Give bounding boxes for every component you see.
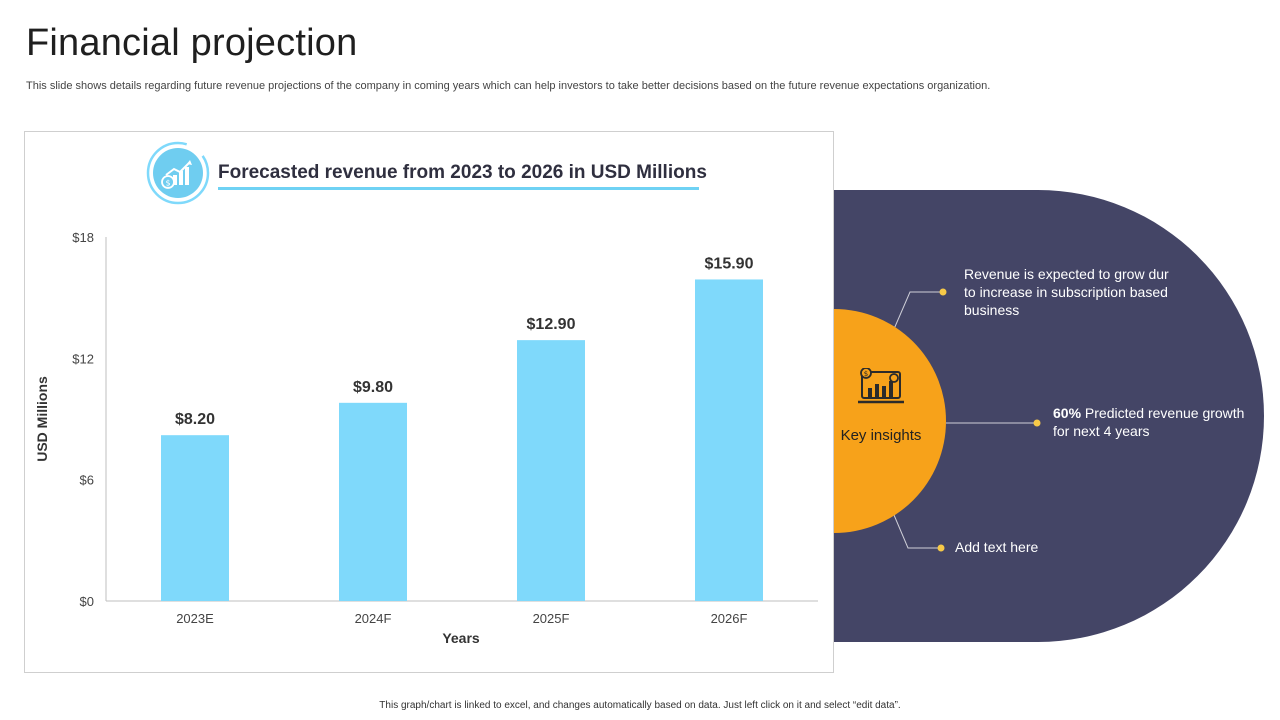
y-axis-title: USD Millions: [34, 376, 50, 462]
connector-dot-3: [937, 544, 945, 552]
x-axis-title: Years: [442, 630, 480, 646]
bar-2026f: [695, 279, 763, 601]
y-tick-label: $0: [80, 594, 94, 609]
page-subtitle: This slide shows details regarding futur…: [26, 80, 991, 92]
bar-2023e: [161, 435, 229, 601]
connector-dot-1: [939, 288, 947, 296]
bar-chart: $0 $6 $12 $18 2023E 2024F 2025F 2026F $8.20 $9.…: [34, 230, 818, 646]
connector-line-1: [893, 291, 943, 330]
revenue-growth-icon: $: [146, 141, 210, 205]
analytics-icon: $: [858, 368, 904, 404]
x-tick-label: 2023E: [176, 611, 214, 626]
x-tick-label: 2025F: [533, 611, 570, 626]
data-label: $15.90: [705, 255, 754, 272]
chart-title-underline: [218, 187, 699, 190]
insight-highlight: 60%: [1053, 405, 1082, 421]
svg-text:$: $: [165, 179, 170, 188]
insight-item-3: Add text here: [955, 539, 1039, 555]
connector-line-3: [893, 514, 941, 549]
bar-2024f: [339, 402, 407, 601]
data-label: $12.90: [527, 316, 576, 333]
key-insights-label: Key insights: [840, 427, 922, 444]
page-title: Financial projection: [26, 22, 358, 64]
data-label: $9.80: [353, 379, 393, 396]
x-tick-label: 2026F: [711, 611, 748, 626]
footer-note: This graph/chart is linked to excel, and…: [379, 700, 901, 711]
y-tick-label: $12: [72, 351, 94, 366]
insight-item-2: 60% Predicted revenue growth for next 4 …: [1053, 404, 1253, 440]
chart-card: $ Forecasted revenue from 2023 to 2026 i…: [24, 131, 834, 673]
chart-title: Forecasted revenue from 2023 to 2026 in …: [218, 162, 707, 183]
bar-2025f: [517, 340, 585, 601]
y-tick-label: $18: [72, 230, 94, 245]
insight-item-2-text: Predicted revenue growth for next 4 year…: [1053, 405, 1245, 439]
data-label: $8.20: [175, 411, 215, 428]
x-tick-label: 2024F: [355, 611, 392, 626]
svg-text:$: $: [864, 370, 868, 378]
connector-dot-2: [1033, 419, 1041, 427]
insight-item-1: Revenue is expected to grow dur to incre…: [964, 266, 1169, 318]
y-tick-label: $6: [80, 473, 94, 488]
